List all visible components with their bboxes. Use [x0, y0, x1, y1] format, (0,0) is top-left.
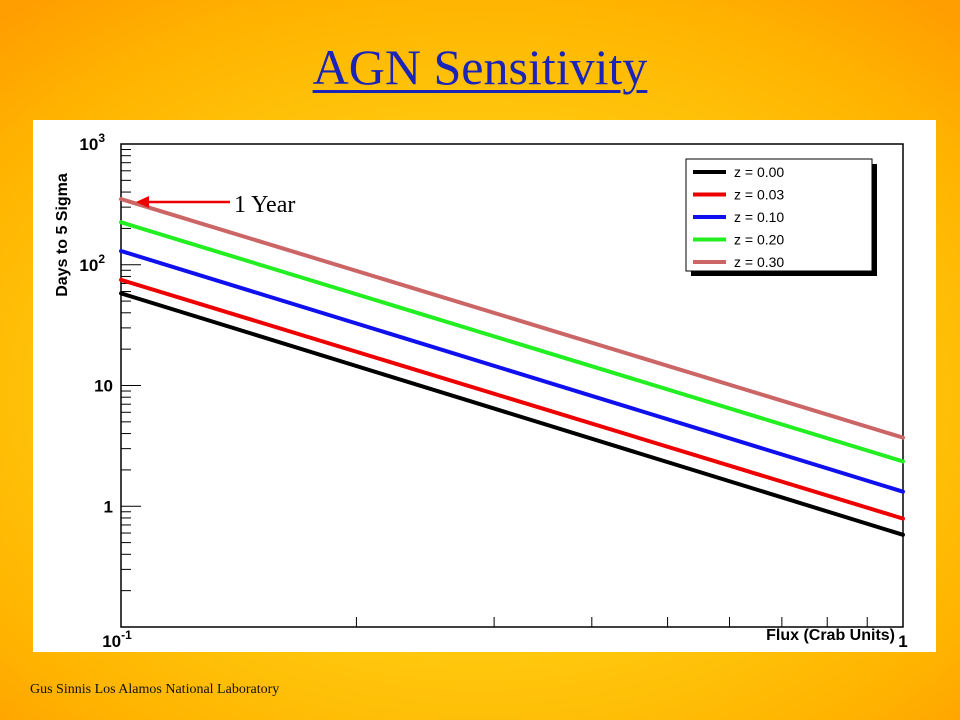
y-tick-label: 1 [104, 497, 113, 516]
x-tick-label: 1 [898, 632, 907, 651]
slide-title: AGN Sensitivity [312, 39, 648, 95]
series-line [119, 197, 905, 440]
series-line [119, 220, 905, 464]
legend-label: z = 0.30 [734, 254, 784, 270]
x-axis-label: Flux (Crab Units) [766, 627, 895, 644]
chart-panel: 1 10 102 103 10-1 1 Days to 5 Sigma Flux (Cra… [33, 120, 936, 652]
series-line [119, 248, 905, 494]
legend-label: z = 0.00 [734, 164, 784, 180]
axis-ticks [120, 143, 904, 628]
sensitivity-chart: 1 10 102 103 10-1 1 Days to 5 Sigma Flux (Cra… [54, 131, 908, 651]
y-axis-label: Days to 5 Sigma [54, 173, 71, 297]
legend-label: z = 0.03 [734, 187, 784, 203]
y-tick-label: 10 [94, 377, 113, 396]
y-tick-label: 103 [79, 131, 105, 154]
x-tick-label: 10-1 [102, 628, 132, 651]
series-line [119, 291, 905, 537]
series-line [119, 277, 905, 521]
legend-items: z = 0.00 z = 0.03 z = 0.10 z = 0.20 z = 0.30 [693, 164, 784, 270]
legend: z = 0.00 z = 0.03 z = 0.10 z = 0.20 z = 0.30 [685, 158, 877, 276]
one-year-annotation: 1 Year [136, 192, 295, 218]
one-year-label: 1 Year [234, 192, 295, 218]
y-tick-label: 102 [79, 252, 105, 275]
series-lines [119, 197, 905, 537]
one-year-arrow-head [136, 196, 149, 208]
legend-label: z = 0.10 [734, 209, 784, 225]
footer-credit: Gus Sinnis Los Alamos National Laborator… [30, 682, 280, 697]
legend-label: z = 0.20 [734, 232, 784, 248]
